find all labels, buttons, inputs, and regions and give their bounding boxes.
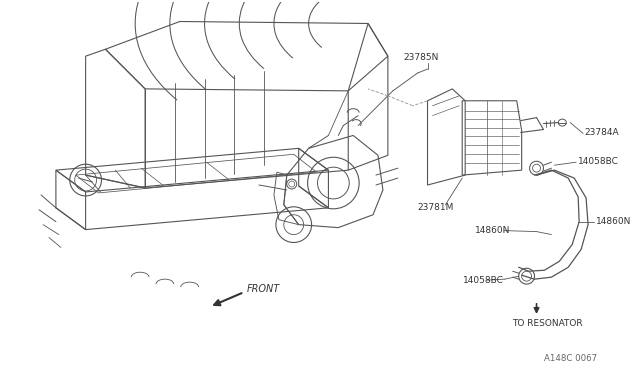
Text: 14860N: 14860N [596, 217, 632, 226]
Text: 14058BC: 14058BC [463, 276, 504, 285]
Text: 23784A: 23784A [584, 128, 619, 137]
Text: 14058BC: 14058BC [578, 157, 619, 166]
Text: A148C 0067: A148C 0067 [545, 354, 598, 363]
Text: 23785N: 23785N [404, 53, 439, 62]
Text: TO RESONATOR: TO RESONATOR [512, 319, 582, 328]
Text: FRONT: FRONT [247, 284, 280, 294]
Text: 14860N: 14860N [475, 226, 511, 235]
Text: 23781M: 23781M [418, 203, 454, 212]
